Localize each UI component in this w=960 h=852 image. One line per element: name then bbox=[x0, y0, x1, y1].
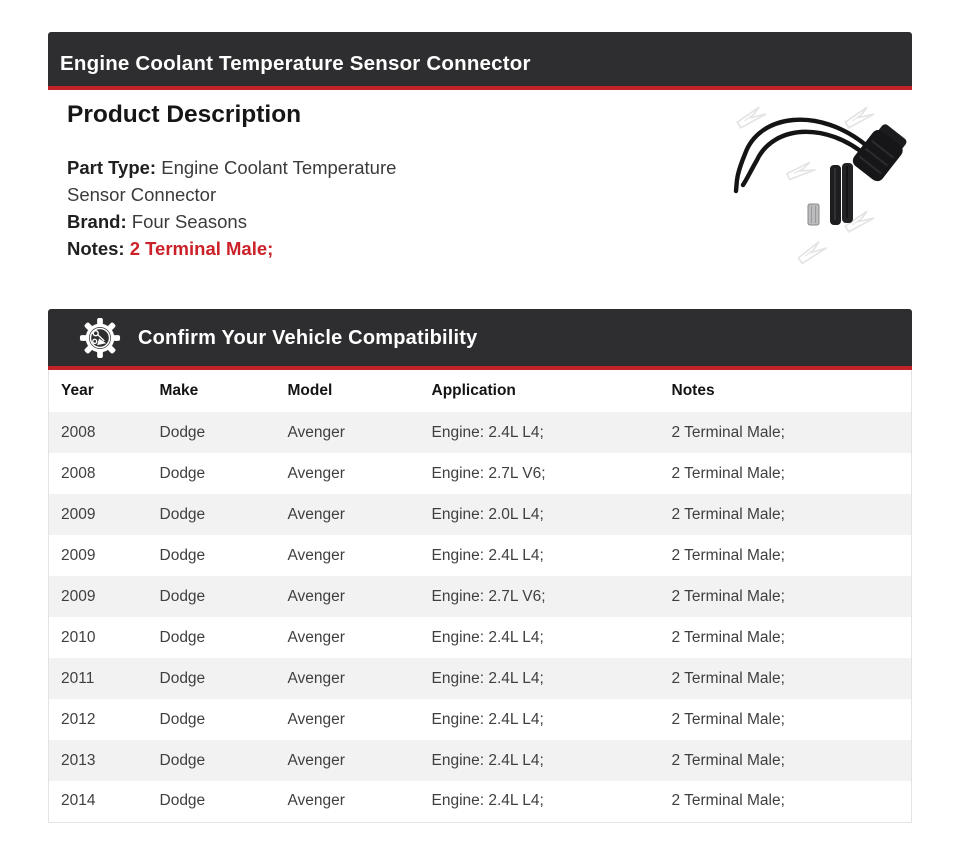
table-row: 2011 Dodge Avenger Engine: 2.4L L4; 2 Termin… bbox=[48, 658, 912, 699]
field-brand-value: Four Seasons bbox=[131, 211, 247, 232]
table-row: 2009 Dodge Avenger Engine: 2.4L L4; 2 Termin… bbox=[49, 535, 912, 576]
column-header-model: Model bbox=[275, 370, 420, 412]
table-cell-application: Engine: 2.4L L4; bbox=[419, 740, 660, 781]
table-cell-make: Dodge bbox=[147, 576, 276, 617]
table-cell-application: Engine: 2.4L L4; bbox=[419, 412, 660, 453]
table-cell-notes: 2 Terminal Male; bbox=[671, 628, 785, 646]
field-part-type-value: Engine Coolant Temperature Sensor Connec… bbox=[67, 157, 397, 205]
red-divider-bottom bbox=[48, 366, 912, 370]
table-cell-application: Engine: 2.4L L4; bbox=[431, 792, 544, 810]
watermark-logo bbox=[736, 106, 767, 129]
product-title-bar: Engine Coolant Temperature Sensor Connec… bbox=[48, 32, 912, 86]
table-cell-notes: 2 Terminal Male; bbox=[659, 412, 912, 453]
table-cell-make: Dodge bbox=[159, 792, 206, 810]
table-cell-notes: 2 Terminal Male; bbox=[659, 576, 912, 617]
product-title: Engine Coolant Temperature Sensor Connec… bbox=[60, 52, 531, 75]
table-cell-make: Dodge bbox=[159, 464, 206, 482]
field-notes-value: 2 Terminal Male; bbox=[129, 238, 274, 259]
table-cell-make: Dodge bbox=[159, 628, 206, 646]
compatibility-table-body: 2008 Dodge Avenger Engine: 2.4L L4; 2 Termin… bbox=[48, 412, 912, 822]
description-heading: Product Description bbox=[67, 101, 302, 128]
table-cell-year: 2009 bbox=[61, 546, 96, 564]
field-brand: Brand: Four Seasons bbox=[67, 208, 447, 235]
table-cell-model: Avenger bbox=[275, 658, 420, 699]
table-cell-notes: 2 Terminal Male; bbox=[659, 494, 912, 535]
description-body: Product Description Part Type: Engine Co… bbox=[48, 90, 912, 309]
field-brand-label: Brand: bbox=[67, 211, 127, 232]
table-cell-notes: 2 Terminal Male; bbox=[671, 710, 785, 728]
red-divider-top bbox=[48, 86, 912, 90]
column-header-notes: Notes bbox=[659, 370, 912, 412]
field-notes-label: Notes: bbox=[67, 238, 125, 259]
table-cell-year: 2009 bbox=[48, 494, 148, 535]
table-cell-notes: 2 Terminal Male; bbox=[659, 658, 912, 699]
table-cell-make: Dodge bbox=[159, 710, 206, 728]
column-header-year: Year bbox=[48, 370, 148, 412]
table-cell-model: Avenger bbox=[275, 576, 420, 617]
table-cell-model: Avenger bbox=[287, 464, 345, 482]
table-cell-model: Avenger bbox=[287, 792, 345, 810]
table-cell-model: Avenger bbox=[287, 546, 345, 564]
table-cell-year: 2013 bbox=[48, 740, 148, 781]
page-content: Engine Coolant Temperature Sensor Connec… bbox=[48, 32, 912, 823]
product-photo-illustration bbox=[733, 106, 907, 265]
connector-body bbox=[852, 124, 907, 182]
table-cell-year: 2014 bbox=[61, 792, 96, 810]
table-cell-model: Avenger bbox=[275, 494, 420, 535]
table-cell-application: Engine: 2.7L V6; bbox=[419, 576, 660, 617]
table-cell-application: Engine: 2.4L L4; bbox=[431, 628, 544, 646]
compatibility-section: Confirm Your Vehicle Compatibility Year … bbox=[48, 309, 912, 823]
compatibility-title: Confirm Your Vehicle Compatibility bbox=[138, 327, 478, 349]
table-cell-make: Dodge bbox=[147, 494, 276, 535]
heat-shrink-tubes bbox=[830, 163, 853, 225]
table-row: 2012 Dodge Avenger Engine: 2.4L L4; 2 Termin… bbox=[49, 699, 912, 740]
table-row: 2010 Dodge Avenger Engine: 2.4L L4; 2 Termin… bbox=[49, 617, 912, 658]
column-header-application: Application bbox=[419, 370, 660, 412]
field-part-type-label: Part Type: bbox=[67, 157, 157, 178]
table-cell-year: 2011 bbox=[48, 658, 148, 699]
table-cell-year: 2008 bbox=[48, 412, 148, 453]
table-cell-year: 2010 bbox=[61, 628, 96, 646]
table-cell-model: Avenger bbox=[275, 740, 420, 781]
table-cell-application: Engine: 2.0L L4; bbox=[419, 494, 660, 535]
table-cell-notes: 2 Terminal Male; bbox=[671, 792, 785, 810]
table-cell-application: Engine: 2.7L V6; bbox=[431, 464, 546, 482]
table-header-row: Year Make Model Application Notes bbox=[48, 370, 912, 412]
table-cell-application: Engine: 2.4L L4; bbox=[419, 658, 660, 699]
table-row: 2014 Dodge Avenger Engine: 2.4L L4; 2 Termin… bbox=[49, 781, 912, 822]
gear-icon bbox=[79, 317, 121, 359]
table-cell-make: Dodge bbox=[159, 546, 206, 564]
table-cell-application: Engine: 2.4L L4; bbox=[431, 710, 544, 728]
table-cell-notes: 2 Terminal Male; bbox=[659, 740, 912, 781]
product-description-section: Engine Coolant Temperature Sensor Connec… bbox=[48, 32, 912, 309]
table-cell-year: 2012 bbox=[61, 710, 96, 728]
product-fields: Part Type: Engine Coolant Temperature Se… bbox=[67, 154, 447, 262]
wires bbox=[733, 117, 871, 194]
table-row: 2008 Dodge Avenger Engine: 2.7L V6; 2 Termin… bbox=[49, 453, 912, 494]
table-row: 2009 Dodge Avenger Engine: 2.7L V6; 2 Termin… bbox=[48, 576, 912, 617]
table-cell-make: Dodge bbox=[147, 658, 276, 699]
field-notes: Notes: 2 Terminal Male; bbox=[67, 235, 447, 262]
table-cell-model: Avenger bbox=[287, 628, 345, 646]
table-cell-make: Dodge bbox=[147, 740, 276, 781]
table-cell-model: Avenger bbox=[287, 710, 345, 728]
metal-terminal bbox=[807, 203, 820, 226]
table-cell-make: Dodge bbox=[147, 412, 276, 453]
table-cell-application: Engine: 2.4L L4; bbox=[431, 546, 544, 564]
compatibility-title-bar: Confirm Your Vehicle Compatibility bbox=[48, 309, 912, 366]
table-row: 2008 Dodge Avenger Engine: 2.4L L4; 2 Termin… bbox=[48, 412, 912, 453]
compatibility-table: Year Make Model Application Notes 2008 Do… bbox=[48, 370, 912, 823]
table-cell-year: 2008 bbox=[61, 464, 96, 482]
table-cell-notes: 2 Terminal Male; bbox=[671, 464, 785, 482]
table-cell-model: Avenger bbox=[275, 412, 420, 453]
table-cell-year: 2009 bbox=[48, 576, 148, 617]
column-header-make: Make bbox=[147, 370, 276, 412]
table-row: 2013 Dodge Avenger Engine: 2.4L L4; 2 Termin… bbox=[48, 740, 912, 781]
table-row: 2009 Dodge Avenger Engine: 2.0L L4; 2 Termin… bbox=[48, 494, 912, 535]
product-image bbox=[707, 92, 912, 270]
table-cell-notes: 2 Terminal Male; bbox=[671, 546, 785, 564]
field-part-type: Part Type: Engine Coolant Temperature Se… bbox=[67, 154, 447, 208]
